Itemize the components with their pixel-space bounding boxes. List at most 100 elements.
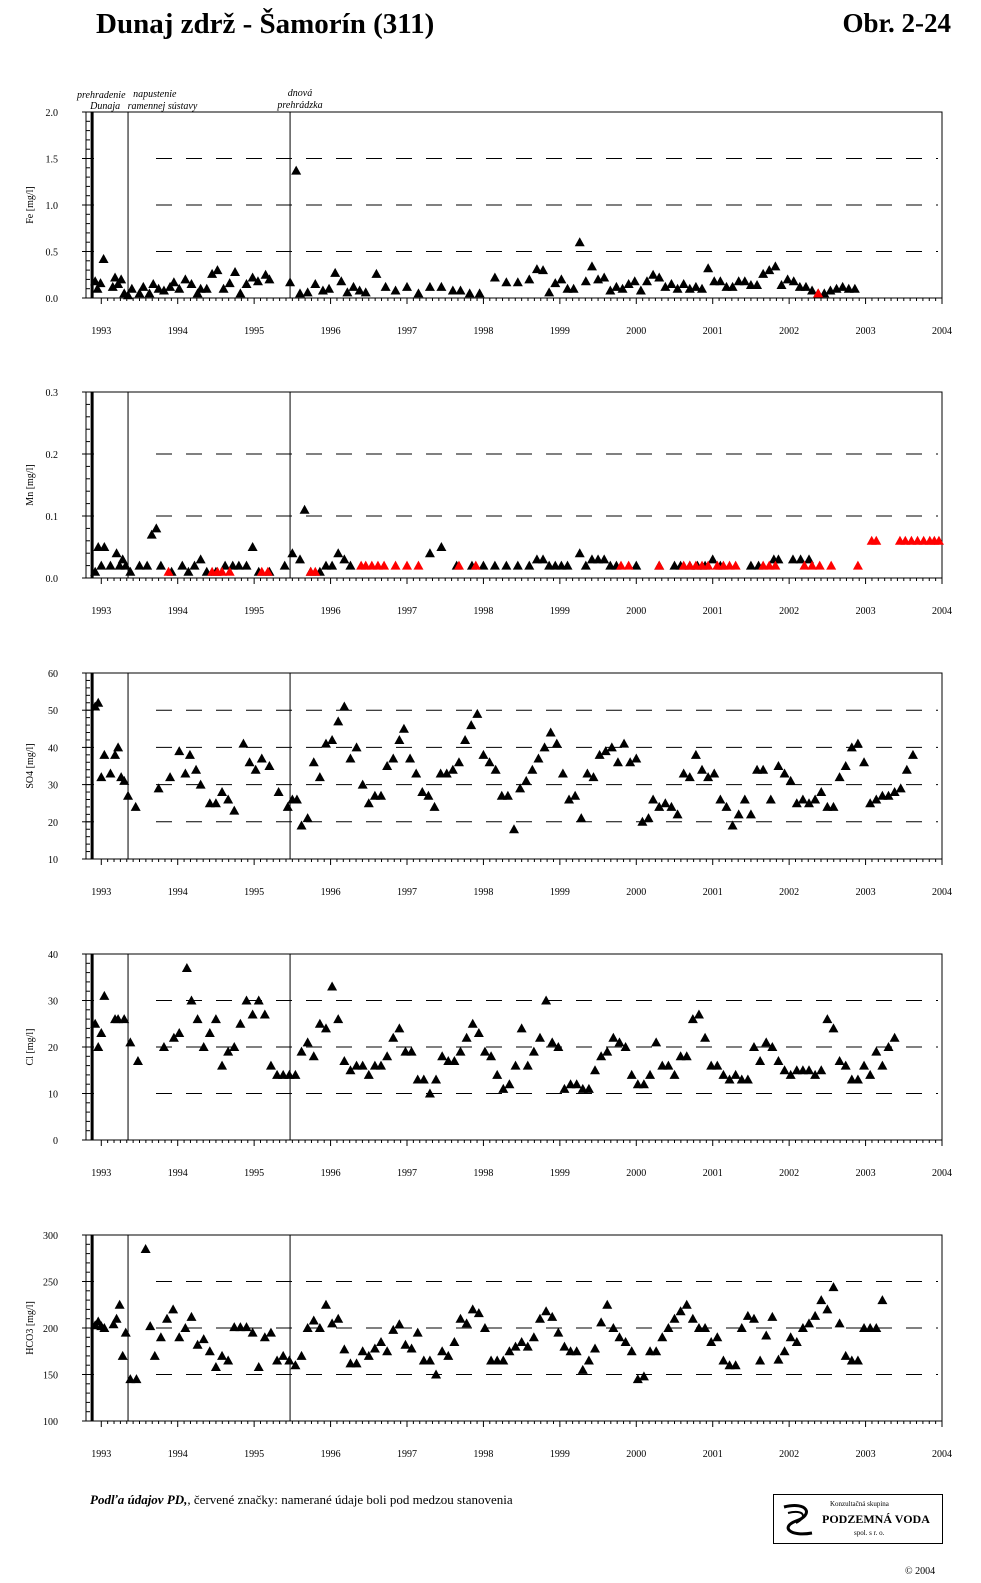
panel1-data-point xyxy=(464,288,475,298)
panel2-data-point xyxy=(241,560,252,570)
panel5-data-point xyxy=(400,1339,411,1349)
panel1-data-point xyxy=(116,274,127,284)
panel5-y-tick-label: 200 xyxy=(43,1324,58,1335)
annotation-3-line1: dnová xyxy=(288,88,312,99)
panel4-data-point xyxy=(314,1018,325,1028)
panel3-y-tick-label: 50 xyxy=(48,706,58,717)
panel4-data-point xyxy=(498,1083,509,1093)
panel2-y-tick-label: 0.2 xyxy=(46,450,59,461)
panel5-data-point xyxy=(675,1306,686,1316)
panel3-x-tick-label: 1999 xyxy=(550,887,570,898)
panel5-data-point xyxy=(145,1321,156,1331)
panel5-data-point xyxy=(99,1323,110,1332)
panel3-data-point xyxy=(195,779,206,789)
panel1-x-tick-label: 1998 xyxy=(473,326,493,337)
panel1-data-point xyxy=(90,276,101,286)
panel3-data-point xyxy=(576,813,587,823)
panel3-data-point xyxy=(320,738,331,748)
panel1-data-point xyxy=(524,274,535,284)
panel2-data-point xyxy=(279,560,290,570)
panel1-data-point xyxy=(641,276,652,286)
panel1-data-point xyxy=(666,279,677,289)
panel1-data-point xyxy=(544,287,555,297)
panel3-data-point xyxy=(739,794,750,804)
annotation-1-line1: prehradenie xyxy=(76,90,126,101)
panel4-data-point xyxy=(742,1074,753,1084)
panel2-data-point xyxy=(220,560,231,570)
panel2-x-tick-label: 2003 xyxy=(856,606,876,617)
panel2-data-point xyxy=(96,560,107,570)
panel4-data-point xyxy=(547,1037,558,1047)
panel2-below-limit-point xyxy=(799,560,810,570)
panel2-data-point xyxy=(562,560,573,570)
panel1-data-point xyxy=(788,276,799,286)
panel3-data-point xyxy=(697,764,708,774)
panel4-data-point xyxy=(473,1028,484,1038)
panel4-data-point xyxy=(828,1023,839,1033)
panel1-data-point xyxy=(192,288,203,298)
panel4-data-point xyxy=(486,1051,497,1061)
panel2-below-limit-point xyxy=(933,535,944,545)
panel2-below-limit-point xyxy=(770,560,781,570)
panel1-data-point xyxy=(354,285,365,295)
panel3-data-point xyxy=(180,768,191,778)
panel5-data-point xyxy=(114,1299,125,1309)
panel4-data-point xyxy=(168,1032,179,1042)
panel5-data-point xyxy=(657,1332,668,1342)
panel3-data-point xyxy=(394,734,405,744)
panel4-data-point xyxy=(125,1037,136,1047)
panel1-data-point xyxy=(617,283,628,293)
panel5-data-point xyxy=(614,1332,625,1342)
panel1-x-tick-label: 1995 xyxy=(244,326,264,337)
panel3-data-point xyxy=(840,761,851,770)
panel3-data-point xyxy=(545,727,556,737)
panel4-x-tick-label: 2001 xyxy=(703,1168,723,1179)
panel5-data-point xyxy=(131,1374,142,1384)
panel2-data-point xyxy=(436,542,447,551)
panel5-data-point xyxy=(461,1318,472,1328)
panel5-data-point xyxy=(431,1369,442,1379)
panel4-data-point xyxy=(479,1046,490,1056)
panel2-data-point xyxy=(773,554,784,564)
panel3-data-point xyxy=(733,809,744,819)
panel3-data-point xyxy=(264,761,275,770)
panel3-data-point xyxy=(637,816,648,826)
panel3-data-point xyxy=(478,749,489,759)
panel5-data-point xyxy=(241,1322,252,1332)
panel5-data-point xyxy=(155,1332,166,1342)
panel3-x-tick-label: 2001 xyxy=(703,887,723,898)
panel4-data-point xyxy=(265,1060,276,1070)
logo-line2: PODZEMNÁ VODA xyxy=(822,1512,930,1526)
panel4-data-point xyxy=(724,1074,735,1084)
panel1-data-point xyxy=(295,288,305,298)
panel1-data-point xyxy=(752,279,763,289)
panel2-data-point xyxy=(295,554,305,564)
panel3-x-tick-label: 1996 xyxy=(321,887,341,898)
panel3-data-point xyxy=(690,749,701,759)
panel2-data-point xyxy=(524,560,535,570)
panel5-data-point xyxy=(449,1336,460,1346)
panel4-x-tick-label: 2002 xyxy=(779,1168,799,1179)
panel2-data-point xyxy=(631,560,642,570)
panel2-below-limit-point xyxy=(402,560,412,570)
panel3-data-point xyxy=(282,801,293,811)
panel4-x-tick-label: 1997 xyxy=(397,1168,417,1179)
panel1-data-point xyxy=(230,266,241,276)
panel4-data-point xyxy=(651,1037,662,1047)
panel3-data-point xyxy=(606,742,617,752)
panel5-data-point xyxy=(797,1323,808,1332)
panel5-data-point xyxy=(174,1332,185,1342)
panel4-frame xyxy=(85,953,943,1141)
panel5-data-point xyxy=(571,1346,582,1356)
panel4-data-point xyxy=(602,1046,613,1056)
panel3-y-tick-label: 60 xyxy=(48,669,58,680)
panel5-data-point xyxy=(687,1313,698,1323)
panel3-y-tick-label: 40 xyxy=(48,743,58,754)
panel2-data-point xyxy=(299,504,310,514)
panel4-data-point xyxy=(553,1042,564,1051)
panel3-data-point xyxy=(521,775,532,785)
panel5-data-point xyxy=(467,1304,478,1314)
panel3-data-point xyxy=(721,801,732,811)
panel3-data-point xyxy=(96,772,107,782)
panel4-data-point xyxy=(302,1037,313,1047)
